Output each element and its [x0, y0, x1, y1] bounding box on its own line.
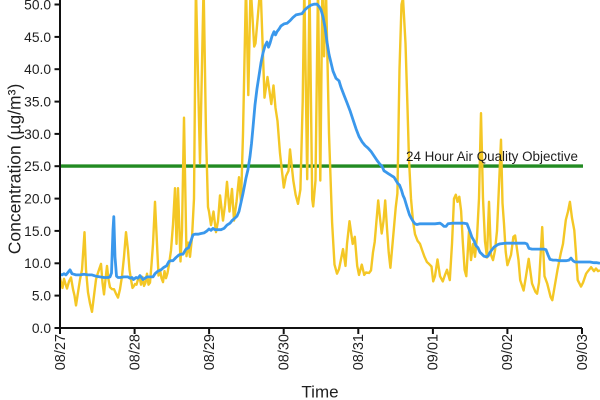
svg-text:08/30: 08/30: [277, 334, 293, 370]
svg-text:0.0: 0.0: [32, 321, 52, 336]
svg-text:Time: Time: [301, 383, 338, 400]
svg-text:45.0: 45.0: [24, 30, 51, 45]
svg-text:09/02: 09/02: [500, 334, 516, 370]
svg-text:08/29: 08/29: [202, 334, 218, 370]
svg-text:08/27: 08/27: [53, 334, 69, 370]
svg-text:20.0: 20.0: [24, 192, 51, 207]
svg-text:08/31: 08/31: [351, 334, 367, 370]
svg-text:Concentration (µg/m³): Concentration (µg/m³): [5, 84, 25, 255]
svg-text:25.0: 25.0: [24, 159, 51, 174]
svg-text:50.0: 50.0: [24, 0, 51, 12]
svg-text:09/03: 09/03: [575, 334, 591, 370]
svg-text:08/28: 08/28: [127, 334, 143, 370]
svg-text:24 Hour Air Quality Objective: 24 Hour Air Quality Objective: [406, 149, 578, 164]
svg-text:15.0: 15.0: [24, 224, 51, 239]
svg-text:30.0: 30.0: [24, 127, 51, 142]
svg-text:10.0: 10.0: [24, 256, 51, 271]
svg-text:40.0: 40.0: [24, 62, 51, 77]
svg-text:09/01: 09/01: [426, 334, 442, 370]
svg-text:35.0: 35.0: [24, 95, 51, 110]
svg-text:5.0: 5.0: [32, 289, 52, 304]
